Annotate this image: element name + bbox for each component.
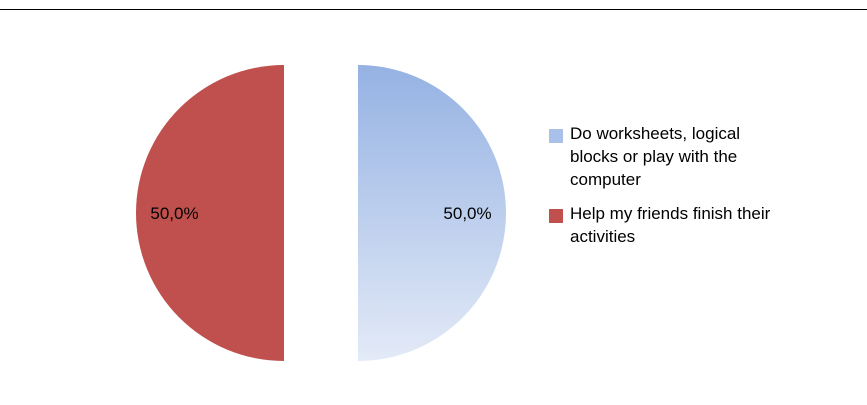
legend-label-help-friends: Help my friends finish their activities [570,204,771,246]
legend-item-help-friends: Help my friends finish their activities [548,202,788,248]
legend-item-worksheets: Do worksheets, logical blocks or play wi… [548,122,788,191]
legend: Do worksheets, logical blocks or play wi… [548,122,788,259]
pie-slice-help-friends [136,65,284,361]
pie-slice-worksheets [358,65,506,361]
pie-data-labels: 50,0% 50,0% [150,204,491,223]
pie-slices [136,65,506,361]
top-rule [0,9,867,10]
data-label-worksheets: 50,0% [443,204,491,223]
legend-swatch-help-friends [549,209,563,223]
data-label-help-friends: 50,0% [150,204,198,223]
legend-label-worksheets: Do worksheets, logical blocks or play wi… [570,124,741,189]
legend-swatch-worksheets [549,129,563,143]
